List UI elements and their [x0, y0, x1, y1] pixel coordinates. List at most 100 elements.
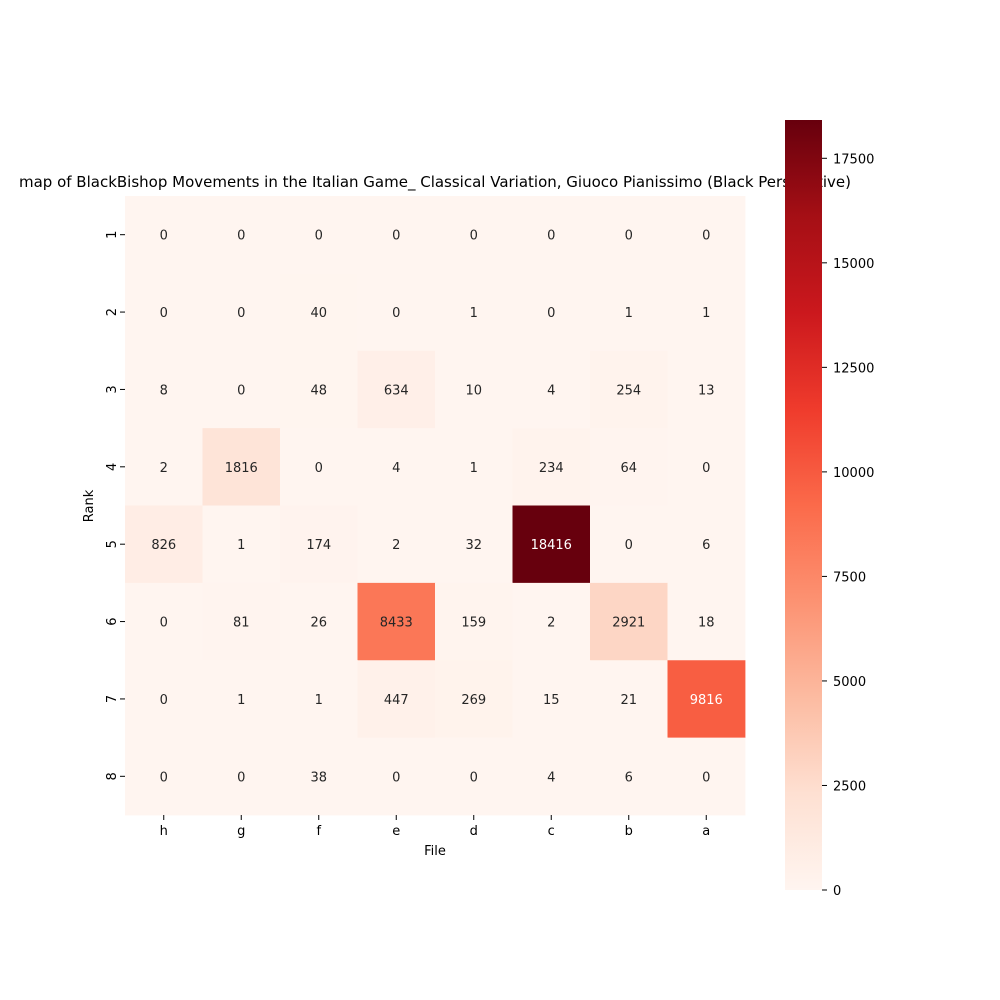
heatmap-cell [435, 737, 513, 816]
chart-title: map of BlackBishop Movements in the Ital… [19, 173, 851, 192]
cell-value-label: 1 [625, 306, 633, 321]
cell-value-label: 269 [461, 693, 486, 708]
cell-value-label: 64 [620, 461, 637, 476]
x-tick-label: b [625, 824, 633, 839]
heatmap-cell [202, 582, 281, 661]
y-tick-label: 8 [105, 772, 120, 780]
cell-value-label: 4 [547, 770, 555, 785]
heatmap-cell [125, 350, 203, 429]
heatmap-cell [590, 505, 668, 584]
heatmap-cell [202, 196, 281, 274]
heatmap-cell [590, 582, 668, 661]
heatmap-cell [512, 428, 591, 506]
cell-value-label: 26 [310, 616, 327, 631]
heatmap-cell [280, 428, 358, 506]
cell-value-label: 0 [160, 306, 168, 321]
heatmap-cell [667, 505, 746, 584]
cell-value-label: 0 [237, 383, 245, 398]
colorbar-ticks: 0 2500 5000 7500 10000 12500 15000 17500 [822, 152, 874, 899]
heatmap-cell [280, 196, 358, 274]
y-tick-label: 4 [105, 463, 120, 471]
heatmap-cell-labels: 0 0 0 0 0 0 0 00 0 40 0 1 0 1 18 0 48 634 10 4 254 132 1816 0 4 1… [151, 229, 722, 786]
cell-value-label: 0 [625, 538, 633, 553]
colorbar-tick-label: 12500 [833, 361, 874, 376]
heatmap-cell [435, 505, 513, 584]
cell-value-label: 0 [392, 770, 400, 785]
heatmap-cell [667, 737, 746, 816]
x-axis-label: File [424, 844, 446, 859]
colorbar-gradient [785, 120, 822, 890]
heatmap-cell [357, 350, 436, 429]
heatmap-cells [125, 196, 746, 816]
colorbar-tick-label: 7500 [833, 570, 866, 585]
cell-value-label: 8 [160, 383, 168, 398]
cell-value-label: 38 [310, 770, 327, 785]
heatmap-cell [667, 350, 746, 429]
heatmap-cell [202, 660, 281, 739]
cell-value-label: 2 [547, 616, 555, 631]
heatmap-cell [667, 196, 746, 274]
cell-value-label: 2 [160, 461, 168, 476]
cell-value-label: 18416 [531, 538, 572, 553]
cell-value-label: 0 [315, 461, 323, 476]
cell-value-label: 0 [702, 770, 710, 785]
heatmap-cell [202, 350, 281, 429]
heatmap-cell [512, 196, 591, 274]
cell-value-label: 1 [702, 306, 710, 321]
cell-value-label: 0 [625, 229, 633, 244]
heatmap-cell [125, 505, 203, 584]
heatmap-cell [125, 582, 203, 661]
heatmap-cell [357, 660, 436, 739]
cell-value-label: 0 [392, 306, 400, 321]
heatmap-cell [125, 273, 203, 352]
cell-value-label: 15 [543, 693, 560, 708]
heatmap-cell [202, 273, 281, 352]
cell-value-label: 10 [465, 383, 482, 398]
heatmap-cell [357, 273, 436, 352]
cell-value-label: 1 [237, 693, 245, 708]
colorbar-tick-label: 15000 [833, 257, 874, 272]
heatmap-cell [512, 273, 591, 352]
y-tick-label: 7 [105, 695, 120, 703]
cell-value-label: 0 [547, 306, 555, 321]
heatmap-cell [435, 273, 513, 352]
cell-value-label: 4 [547, 383, 555, 398]
y-tick-label: 2 [105, 308, 120, 316]
heatmap-cell [435, 196, 513, 274]
cell-value-label: 234 [539, 461, 564, 476]
colorbar-tick-label: 2500 [833, 779, 866, 794]
heatmap-cell [512, 350, 591, 429]
cell-value-label: 447 [384, 693, 409, 708]
cell-value-label: 0 [702, 461, 710, 476]
cell-value-label: 6 [702, 538, 710, 553]
heatmap-cell [435, 428, 513, 506]
cell-value-label: 0 [392, 229, 400, 244]
cell-value-label: 32 [465, 538, 482, 553]
heatmap-cell [202, 737, 281, 816]
cell-value-label: 254 [616, 383, 641, 398]
heatmap-cell [280, 505, 358, 584]
heatmap-cell [590, 737, 668, 816]
colorbar-tick-label: 17500 [833, 152, 874, 167]
heatmap-cell [280, 273, 358, 352]
cell-value-label: 6 [625, 770, 633, 785]
cell-value-label: 1 [470, 306, 478, 321]
colorbar-tick-label: 5000 [833, 675, 866, 690]
heatmap-cell [280, 582, 358, 661]
cell-value-label: 2921 [612, 616, 645, 631]
x-tick-label: g [237, 824, 245, 839]
heatmap-cell [125, 737, 203, 816]
cell-value-label: 8433 [380, 616, 413, 631]
x-tick-label: c [548, 824, 555, 839]
y-tick-label: 6 [105, 617, 120, 625]
cell-value-label: 21 [620, 693, 637, 708]
y-tick-label: 3 [105, 385, 120, 393]
heatmap-cell [202, 428, 281, 506]
heatmap-cell [512, 582, 591, 661]
heatmap-cell [590, 350, 668, 429]
heatmap-cell [435, 582, 513, 661]
heatmap-cell [280, 737, 358, 816]
cell-value-label: 1 [315, 693, 323, 708]
cell-value-label: 2 [392, 538, 400, 553]
cell-value-label: 826 [151, 538, 176, 553]
